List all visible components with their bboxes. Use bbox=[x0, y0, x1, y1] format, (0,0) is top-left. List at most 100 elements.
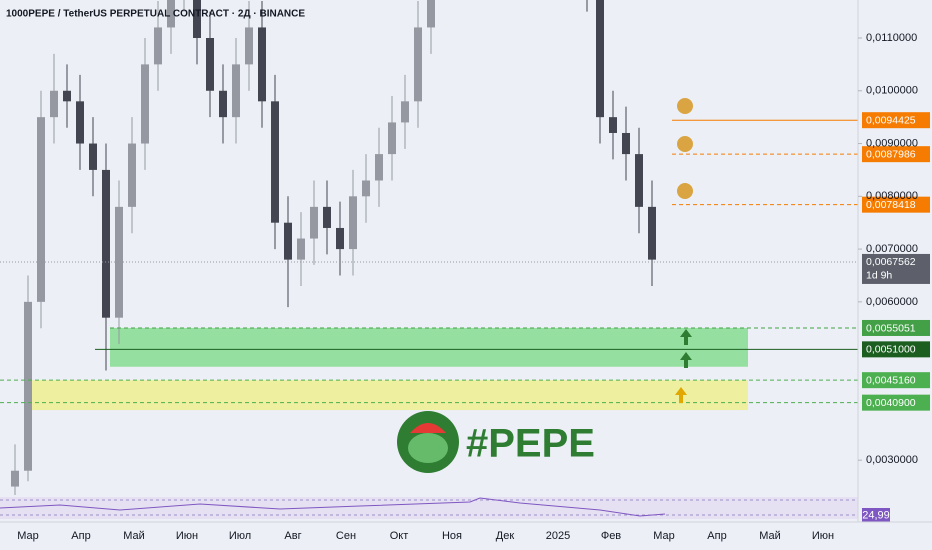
candle-body bbox=[401, 101, 409, 123]
candle-body bbox=[37, 117, 45, 302]
level-label: 0,0078418 bbox=[866, 199, 916, 211]
x-tick-label: Окт bbox=[390, 530, 409, 542]
candle-body bbox=[219, 90, 227, 118]
candle-body bbox=[427, 0, 435, 28]
y-tick-label: 0,0080000 bbox=[866, 190, 918, 202]
x-tick-label: 2025 bbox=[546, 530, 570, 542]
y-tick-label: 0,0030000 bbox=[866, 454, 918, 466]
logo-frog bbox=[408, 433, 448, 463]
money-bags bbox=[677, 98, 693, 199]
rsi-pane bbox=[0, 497, 858, 519]
candle-body bbox=[323, 206, 331, 228]
y-tick-label: 0,0070000 bbox=[866, 243, 918, 255]
last-price-badge bbox=[862, 253, 930, 284]
rsi-line bbox=[0, 497, 666, 517]
x-tick-label: Ноя bbox=[442, 530, 462, 542]
x-tick-label: Фев bbox=[601, 530, 621, 542]
candle-body bbox=[141, 64, 149, 144]
candle-body bbox=[622, 132, 630, 155]
candle-body bbox=[154, 27, 162, 65]
candle-body bbox=[310, 206, 318, 239]
money-bag bbox=[677, 98, 693, 114]
y-tick-label: 0,0100000 bbox=[866, 85, 918, 97]
price-pane bbox=[11, 0, 748, 495]
x-tick-label: Мар bbox=[653, 530, 675, 542]
candle-body bbox=[89, 143, 97, 170]
y-tick-label: 0,0060000 bbox=[866, 296, 918, 308]
countdown: 1d 9h bbox=[866, 270, 892, 282]
candle-body bbox=[596, 0, 604, 118]
level-label: 0,0055051 bbox=[866, 322, 916, 334]
candle-body bbox=[388, 122, 396, 155]
level-label: 0,0045160 bbox=[866, 374, 916, 386]
x-tick-label: Май bbox=[123, 530, 145, 542]
x-tick-label: Дек bbox=[496, 530, 515, 542]
x-tick-label: Мар bbox=[17, 530, 39, 542]
level-badge bbox=[862, 394, 930, 411]
chart-title: 1000PEPE / TetherUS PERPETUAL CONTRACT ·… bbox=[6, 9, 305, 20]
x-tick-label: Июн bbox=[176, 530, 198, 542]
level-badge bbox=[862, 146, 930, 163]
candle-body bbox=[63, 90, 71, 102]
up-arrow bbox=[680, 352, 692, 368]
logo-text: #PEPE bbox=[466, 422, 595, 466]
logo: #PEPE bbox=[397, 411, 595, 473]
logo-cap bbox=[410, 423, 446, 433]
level-badge bbox=[862, 319, 930, 336]
overlay: 0,0094425 0,0087986 0,0078418 0,0055051 0,00… bbox=[0, 112, 930, 411]
y-tick-label: 0,0110000 bbox=[866, 32, 917, 44]
level-label: 0,0040900 bbox=[866, 397, 916, 409]
x-tick-label: Апр bbox=[707, 530, 726, 542]
candle-body bbox=[128, 143, 136, 207]
x-tick-label: Май bbox=[759, 530, 781, 542]
candle-body bbox=[635, 154, 643, 207]
money-bag bbox=[677, 136, 693, 152]
last-price-label: 0,0067562 bbox=[866, 256, 916, 268]
candle-body bbox=[414, 27, 422, 102]
x-tick-label: Сен bbox=[336, 530, 356, 542]
candle-body bbox=[24, 301, 32, 471]
zone bbox=[110, 327, 748, 367]
level-badge bbox=[862, 372, 930, 389]
candle-body bbox=[193, 0, 201, 38]
candle-body bbox=[349, 196, 357, 250]
candle-body bbox=[76, 101, 84, 144]
candle-body bbox=[167, 0, 175, 28]
level-badge bbox=[862, 196, 930, 213]
candle-body bbox=[284, 222, 292, 260]
up-arrow bbox=[675, 387, 687, 403]
candle-body bbox=[50, 90, 58, 118]
y-tick-label: 0,0090000 bbox=[866, 137, 918, 149]
candle-body bbox=[11, 470, 19, 487]
candle-body bbox=[336, 227, 344, 250]
candle-body bbox=[375, 154, 383, 181]
x-tick-label: Июн bbox=[812, 530, 834, 542]
level-label: 0,0094425 bbox=[866, 114, 916, 126]
money-bag bbox=[677, 183, 693, 199]
candle-body bbox=[297, 238, 305, 260]
candle-body bbox=[245, 27, 253, 65]
candle-body bbox=[271, 101, 279, 223]
x-tick-label: Апр bbox=[71, 530, 90, 542]
rsi-badge bbox=[862, 508, 890, 522]
candle-body bbox=[102, 169, 110, 318]
zone bbox=[27, 380, 748, 411]
candle-body bbox=[648, 206, 656, 260]
arrows bbox=[675, 329, 692, 403]
candle-body bbox=[206, 37, 214, 91]
level-badge bbox=[862, 112, 930, 129]
up-arrow bbox=[680, 329, 692, 345]
rsi-value: 24,99 bbox=[862, 509, 890, 521]
candle-body bbox=[232, 64, 240, 118]
level-label: 0,0087986 bbox=[866, 148, 916, 160]
candle-body bbox=[362, 180, 370, 197]
candle-body bbox=[115, 206, 123, 318]
candle-body bbox=[258, 27, 266, 102]
x-tick-label: Авг bbox=[284, 530, 301, 542]
level-label: 0,0051000 bbox=[866, 344, 916, 356]
level-badge bbox=[862, 341, 930, 358]
candle-body bbox=[609, 117, 617, 133]
x-tick-label: Июл bbox=[229, 530, 251, 542]
